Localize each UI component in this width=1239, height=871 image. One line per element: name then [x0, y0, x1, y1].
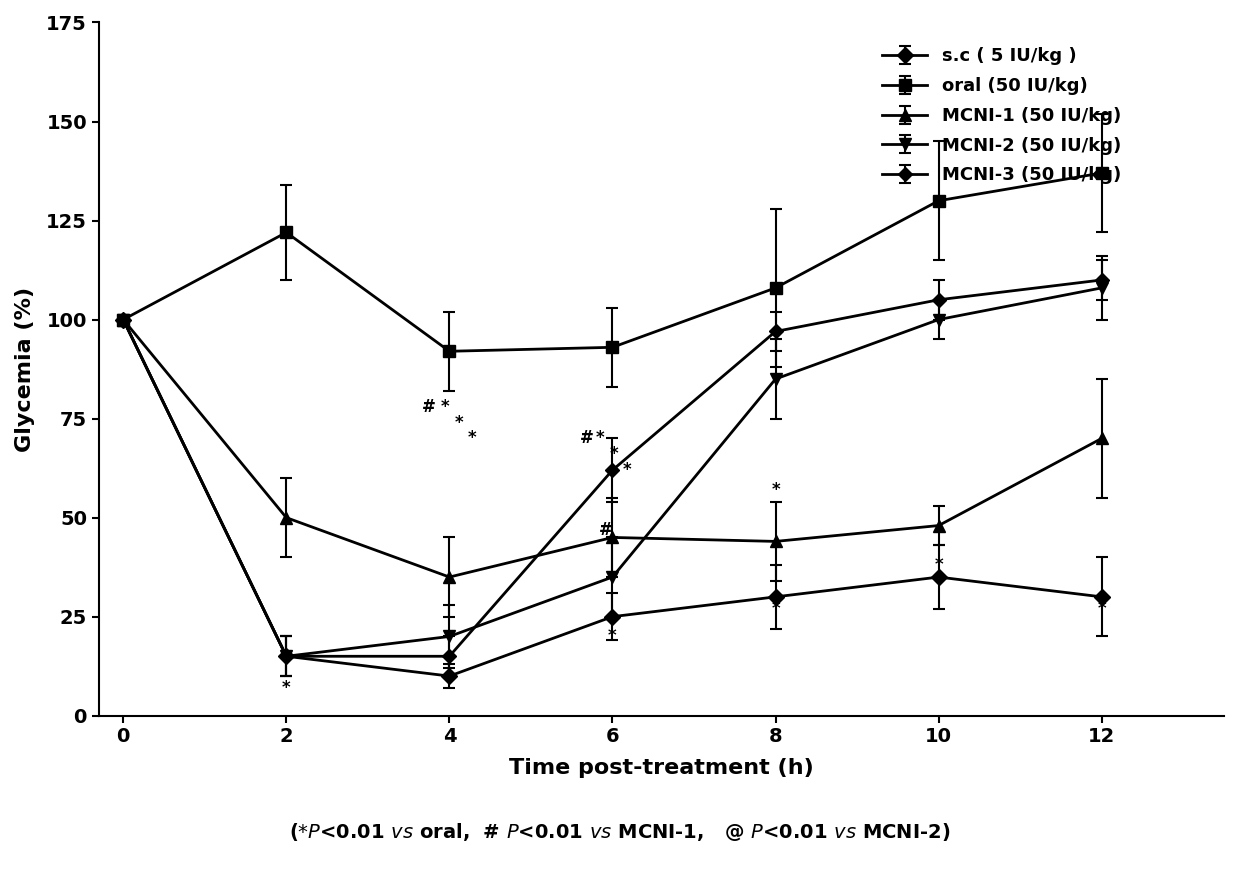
Text: *: * [610, 445, 618, 463]
Text: *: * [468, 429, 477, 448]
Text: *: * [608, 627, 617, 645]
Text: #: # [580, 429, 593, 448]
Text: #: # [598, 521, 613, 538]
Text: *: * [934, 557, 943, 574]
Text: ($*P$<0.01 $\it{vs}$ oral,  # $P$<0.01 $\it{vs}$ MCNI-1,   @ $P$<0.01 $\it{vs}$ : ($*P$<0.01 $\it{vs}$ oral, # $P$<0.01 $\… [289, 820, 950, 843]
X-axis label: Time post-treatment (h): Time post-treatment (h) [509, 758, 814, 778]
Y-axis label: Glycemia (%): Glycemia (%) [15, 287, 35, 452]
Text: *: * [771, 481, 779, 499]
Text: *: * [623, 461, 632, 479]
Text: *: * [596, 429, 605, 448]
Text: *: * [282, 679, 291, 697]
Text: *: * [441, 398, 450, 415]
Legend: s.c ( 5 IU/kg ), oral (50 IU/kg), MCNI-1 (50 IU/kg), MCNI-2 (50 IU/kg), MCNI-3 (: s.c ( 5 IU/kg ), oral (50 IU/kg), MCNI-1… [873, 38, 1130, 193]
Text: #: # [422, 398, 436, 415]
Text: *: * [1098, 600, 1106, 618]
Text: *: * [771, 600, 779, 618]
Text: *: * [455, 414, 463, 431]
